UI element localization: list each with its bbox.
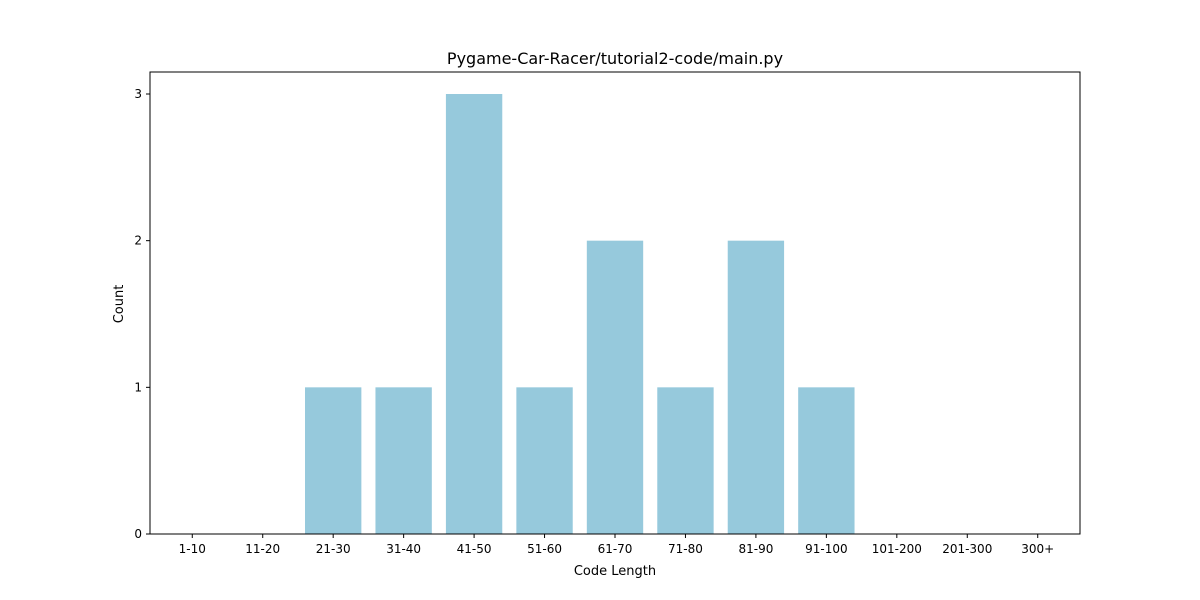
x-tick-label: 21-30	[316, 542, 351, 556]
x-tick-label: 1-10	[179, 542, 206, 556]
y-axis-ticks: 0 1 2 3	[134, 87, 150, 541]
bar-61-70	[586, 240, 644, 534]
x-tick-label: 71-80	[668, 542, 703, 556]
x-tick-label: 81-90	[738, 542, 773, 556]
y-tick-label: 1	[134, 380, 142, 394]
y-axis-label: Count	[112, 285, 127, 324]
x-tick-label: 201-300	[942, 542, 992, 556]
bars-group	[305, 94, 855, 534]
x-axis-ticks: 1-10 11-20 21-30 31-40 41-50 51-60 61-70 71-80 8…	[179, 534, 1054, 556]
y-tick-label: 3	[134, 87, 142, 101]
bar-81-90	[727, 240, 785, 534]
bar-71-80	[657, 387, 714, 534]
x-tick-label: 41-50	[457, 542, 492, 556]
bar-41-50	[445, 94, 503, 534]
x-tick-label: 31-40	[386, 542, 421, 556]
y-tick-label: 0	[134, 527, 142, 541]
bar-31-40	[375, 387, 432, 534]
x-axis-label: Code Length	[574, 564, 656, 579]
x-tick-label: 51-60	[527, 542, 562, 556]
x-tick-label: 11-20	[245, 542, 280, 556]
chart-title: Pygame-Car-Racer/tutorial2-code/main.py	[447, 49, 783, 68]
x-tick-label: 101-200	[872, 542, 922, 556]
bar-91-100	[798, 387, 855, 534]
bar-21-30	[305, 387, 362, 534]
x-tick-label: 300+	[1021, 542, 1054, 556]
y-tick-label: 2	[134, 234, 142, 248]
x-tick-label: 91-100	[805, 542, 848, 556]
x-tick-label: 61-70	[598, 542, 633, 556]
bar-51-60	[516, 387, 573, 534]
